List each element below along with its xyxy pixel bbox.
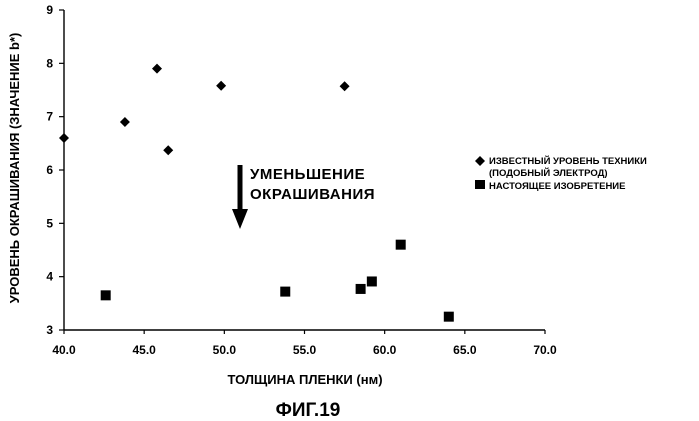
x-tick-label: 45.0 xyxy=(132,343,156,357)
square-point xyxy=(367,276,377,286)
annotation-arrow-head xyxy=(232,209,248,229)
y-tick-label: 4 xyxy=(46,270,53,284)
y-tick-label: 3 xyxy=(46,323,53,337)
y-tick-label: 6 xyxy=(46,163,53,177)
x-tick-label: 55.0 xyxy=(293,343,317,357)
square-point xyxy=(280,287,290,297)
y-axis-title: УРОВЕНЬ ОКРАШИВАНИЯ (ЗНАЧЕНИЕ b*) xyxy=(7,33,22,304)
y-tick-label: 9 xyxy=(46,3,53,17)
square-point xyxy=(101,290,111,300)
x-tick-label: 50.0 xyxy=(213,343,237,357)
square-point xyxy=(444,312,454,322)
legend-label-prior-art-line-2: (ПОДОБНЫЙ ЭЛЕКТРОД) xyxy=(489,167,608,179)
annotation-line-2: ОКРАШИВАНИЯ xyxy=(250,186,375,203)
annotation-line-1: УМЕНЬШЕНИЕ xyxy=(250,166,365,183)
diamond-point xyxy=(216,81,226,91)
diamond-point xyxy=(340,81,350,91)
y-tick-label: 5 xyxy=(46,216,53,230)
diamond-point xyxy=(59,133,69,143)
x-axis-title: ТОЛЩИНА ПЛЕНКИ (нм) xyxy=(227,372,382,387)
x-tick-label: 70.0 xyxy=(533,343,557,357)
x-tick-label: 65.0 xyxy=(453,343,477,357)
square-point xyxy=(396,240,406,250)
legend-diamond-marker xyxy=(475,156,485,166)
annotation: УМЕНЬШЕНИЕ ОКРАШИВАНИЯ xyxy=(232,165,375,229)
x-tick-label: 40.0 xyxy=(52,343,76,357)
diamond-point xyxy=(120,117,130,127)
square-point xyxy=(356,284,366,294)
legend-square-marker xyxy=(475,180,485,189)
x-tick-label: 60.0 xyxy=(373,343,397,357)
y-tick-label: 7 xyxy=(46,110,53,124)
legend: ИЗВЕСТНЫЙ УРОВЕНЬ ТЕХНИКИ (ПОДОБНЫЙ ЭЛЕК… xyxy=(475,155,647,192)
diamond-point xyxy=(152,64,162,74)
y-tick-label: 8 xyxy=(46,56,53,70)
diamond-point xyxy=(163,145,173,155)
figure-caption: ФИГ.19 xyxy=(276,400,341,421)
legend-label-prior-art-line-1: ИЗВЕСТНЫЙ УРОВЕНЬ ТЕХНИКИ xyxy=(489,155,647,167)
legend-label-invention: НАСТОЯЩЕЕ ИЗОБРЕТЕНИЕ xyxy=(489,181,625,192)
